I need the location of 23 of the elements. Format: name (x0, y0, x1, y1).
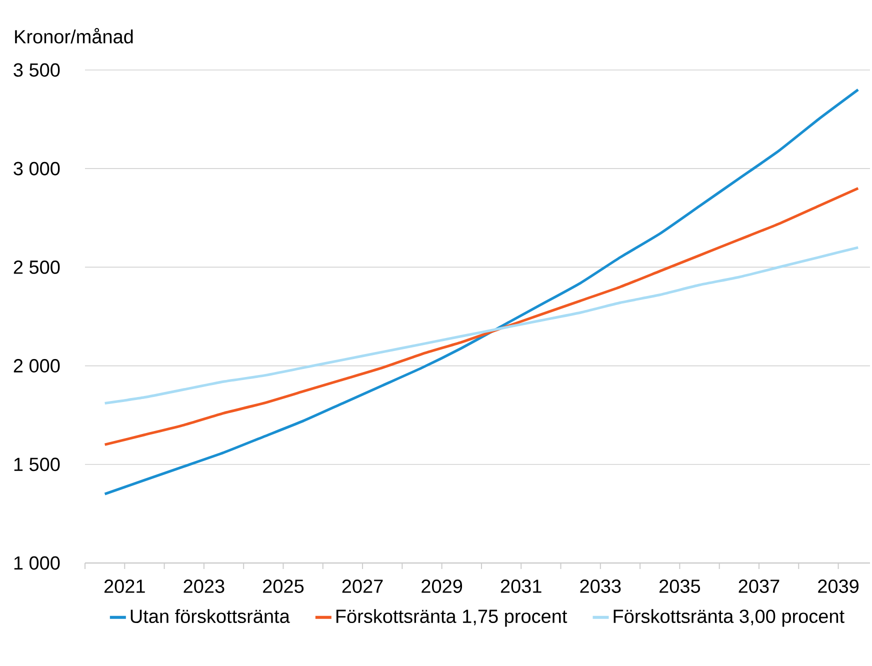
x-tick-label: 2035 (660, 580, 700, 593)
line-series (104, 88, 860, 496)
x-tick-label: 2023 (184, 580, 224, 593)
x-tick-label: 2021 (104, 580, 145, 593)
x-tick-label: 2033 (580, 580, 621, 593)
x-tick-label: 2031 (500, 580, 542, 593)
x-tick-label: 2027 (342, 580, 383, 593)
x-tick-label: 2037 (738, 580, 780, 593)
y-tick-label: 2 000 (14, 359, 60, 373)
line-series (104, 187, 860, 446)
y-tick-label: 1 500 (14, 458, 60, 472)
y-tick-label: 3 500 (14, 63, 60, 77)
x-tick-label: 2039 (818, 580, 859, 593)
legend-label: Förskottsränta 3,00 procent (614, 609, 844, 627)
x-tick-label: 2025 (263, 580, 304, 593)
line-series (104, 246, 860, 405)
y-tick-label: 1 000 (14, 556, 60, 570)
y-axis-title: Kronor/månad (15, 28, 133, 44)
legend-label: Förskottsränta 1,75 procent (336, 609, 568, 627)
x-tick-label: 2029 (422, 580, 462, 593)
legend-label: Utan förskottsränta (130, 609, 290, 624)
y-tick-label: 3 000 (14, 162, 60, 176)
y-tick-label: 2 500 (14, 260, 60, 274)
